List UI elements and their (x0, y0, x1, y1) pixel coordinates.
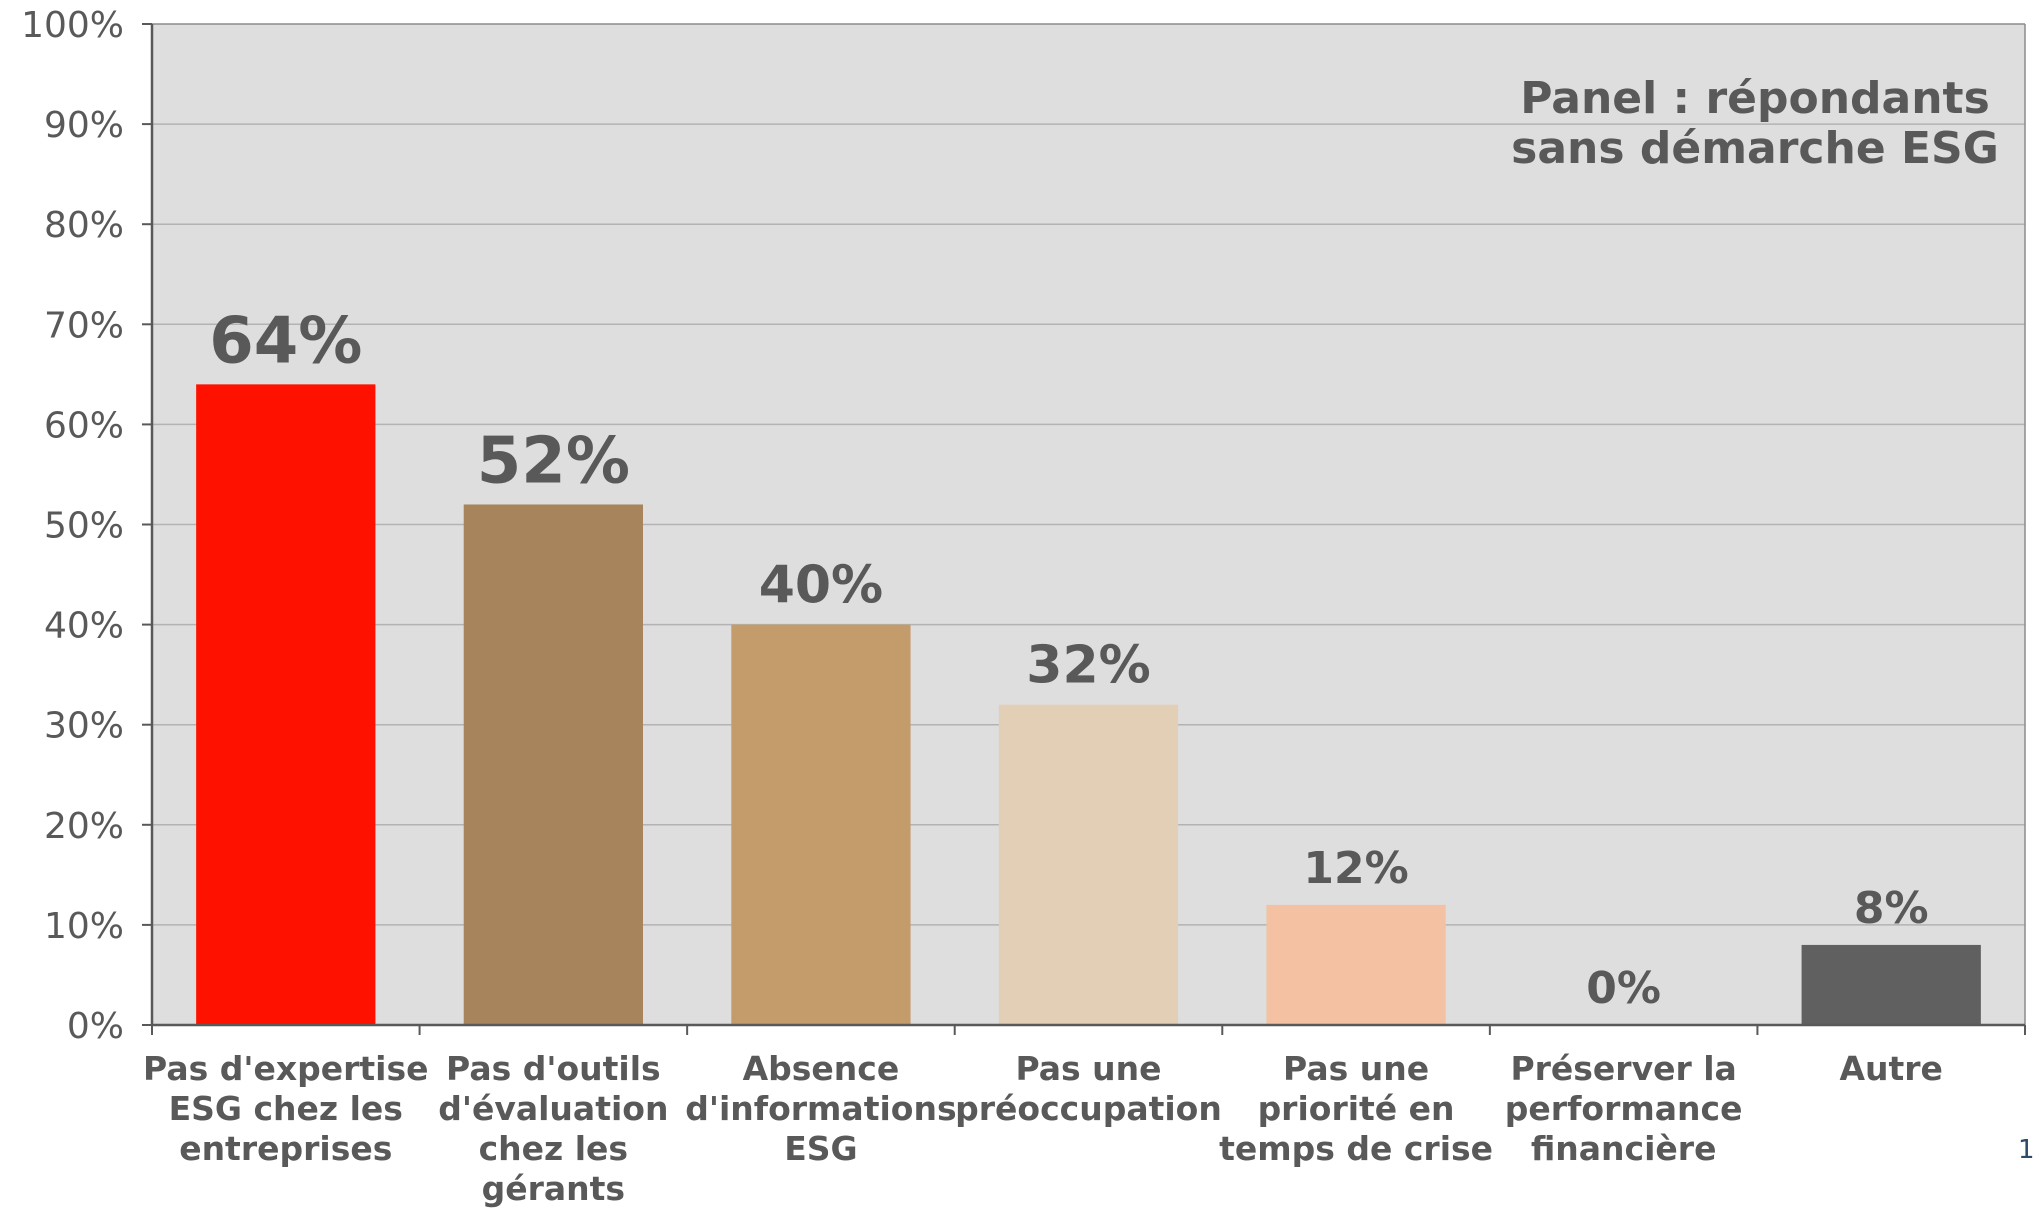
category-label-line: préoccupation (955, 1089, 1222, 1128)
category-label-line: d'évaluation (438, 1089, 668, 1128)
bars (196, 384, 1981, 1026)
bar-value-label: 52% (477, 424, 630, 498)
panel-annotation: Panel : répondants sans démarche ESG (1511, 73, 1999, 174)
bar (463, 504, 643, 1026)
y-tick-label: 100% (21, 5, 124, 46)
bar-value-label: 0% (1586, 963, 1661, 1014)
category-label-line: priorité en (1258, 1089, 1455, 1128)
bar (196, 384, 376, 1025)
category-label-line: gérants (482, 1169, 625, 1208)
bar-value-label: 40% (759, 556, 883, 616)
bar (1801, 944, 1981, 1025)
bar-value-label: 32% (1026, 636, 1150, 696)
category-label-line: chez les (479, 1129, 628, 1168)
y-tick-label: 10% (44, 906, 124, 947)
panel-annotation-line: sans démarche ESG (1511, 123, 1999, 174)
y-tick-label: 60% (44, 405, 124, 446)
category-label-line: Pas d'expertise (143, 1049, 428, 1088)
bar-value-label: 12% (1303, 843, 1408, 894)
bar-value-label: 8% (1854, 883, 1929, 934)
y-tick-label: 70% (44, 305, 124, 346)
category-label: Autre (1839, 1049, 1942, 1088)
axes (142, 23, 2026, 1035)
bar (731, 624, 911, 1025)
category-label-line: ESG (784, 1129, 857, 1168)
bar (998, 704, 1179, 1025)
y-tick-label: 40% (44, 606, 124, 647)
category-label: Pas une préoccupation (955, 1049, 1222, 1128)
category-label-line: Pas une (1283, 1049, 1429, 1088)
category-label: Pas d'expertise ESG chez les entreprises (143, 1049, 428, 1168)
category-label-line: entreprises (179, 1129, 392, 1168)
y-tick-label: 30% (44, 706, 124, 747)
category-label-line: Pas d'outils (446, 1049, 661, 1088)
category-label: Absence d'informations ESG (685, 1049, 956, 1168)
category-label-line: temps de crise (1219, 1129, 1493, 1168)
y-tick-label: 0% (67, 1006, 124, 1047)
panel-annotation-line: Panel : répondants (1520, 73, 1990, 124)
page-number: 1 (2018, 1135, 2033, 1165)
category-label-line: performance (1505, 1089, 1743, 1128)
y-tick-label: 50% (44, 506, 124, 547)
category-label-line: Pas une (1015, 1049, 1161, 1088)
category-label-line: Absence (743, 1049, 900, 1088)
category-label-line: financière (1531, 1129, 1717, 1168)
y-axis-tick-labels: 0% 10% 20% 30% 40% 50% 60% 70% 80% 90% 100% (21, 5, 124, 1047)
y-tick-label: 20% (44, 806, 124, 847)
category-label: Pas une priorité en temps de crise (1219, 1049, 1493, 1168)
x-axis-category-labels: Pas d'expertise ESG chez les entreprisesPa… (143, 1049, 1943, 1208)
y-tick-label: 90% (44, 105, 124, 146)
category-label-line: Autre (1839, 1049, 1942, 1088)
category-label: Pas d'outils d'évaluation chez les gérants (438, 1049, 668, 1208)
category-label: Préserver la performance financière (1505, 1049, 1743, 1168)
bar-value-label: 64% (209, 304, 362, 378)
data-labels: 64% 52% 40% 32% 12% 0% 8% (209, 304, 1928, 1014)
category-label-line: Préserver la (1510, 1049, 1736, 1088)
bar (1266, 904, 1446, 1025)
y-tick-label: 80% (44, 205, 124, 246)
category-label-line: ESG chez les (169, 1089, 403, 1128)
category-label-line: d'informations (685, 1089, 956, 1128)
